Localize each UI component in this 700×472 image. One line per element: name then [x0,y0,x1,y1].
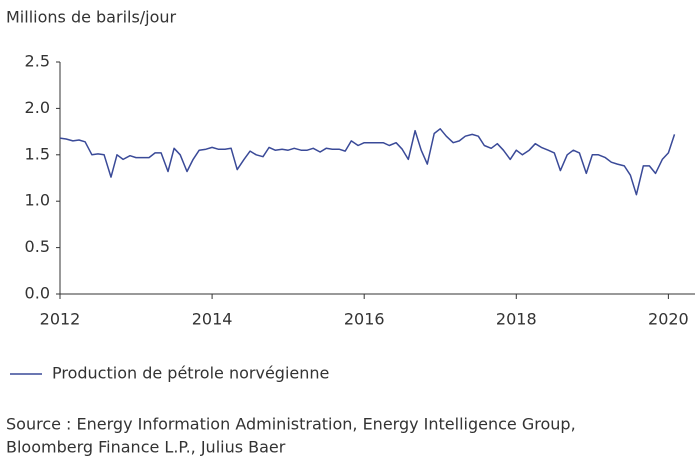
y-tick-label: 1.5 [25,144,50,163]
y-tick-label: 0.5 [25,237,50,256]
x-tick-label: 2014 [192,310,233,329]
x-tick-label: 2020 [648,310,689,329]
y-tick-label: 1.0 [25,191,50,210]
y-tick-label: 0.0 [25,284,50,303]
data-line [59,128,676,196]
x-tick-label: 2016 [344,310,385,329]
y-tick-label: 2.5 [25,52,50,71]
x-tick-label: 2012 [40,310,81,329]
source: Bloomberg Finance L.P., Julius Baer [6,438,286,457]
x-tick-label: 2018 [496,310,537,329]
y-axis-label: Millions de barils/jour [6,8,177,27]
source: Source : Energy Information Administrati… [6,415,576,434]
legend-label: Production de pétrole norvégienne [52,364,329,383]
y-tick-label: 2.0 [25,98,50,117]
